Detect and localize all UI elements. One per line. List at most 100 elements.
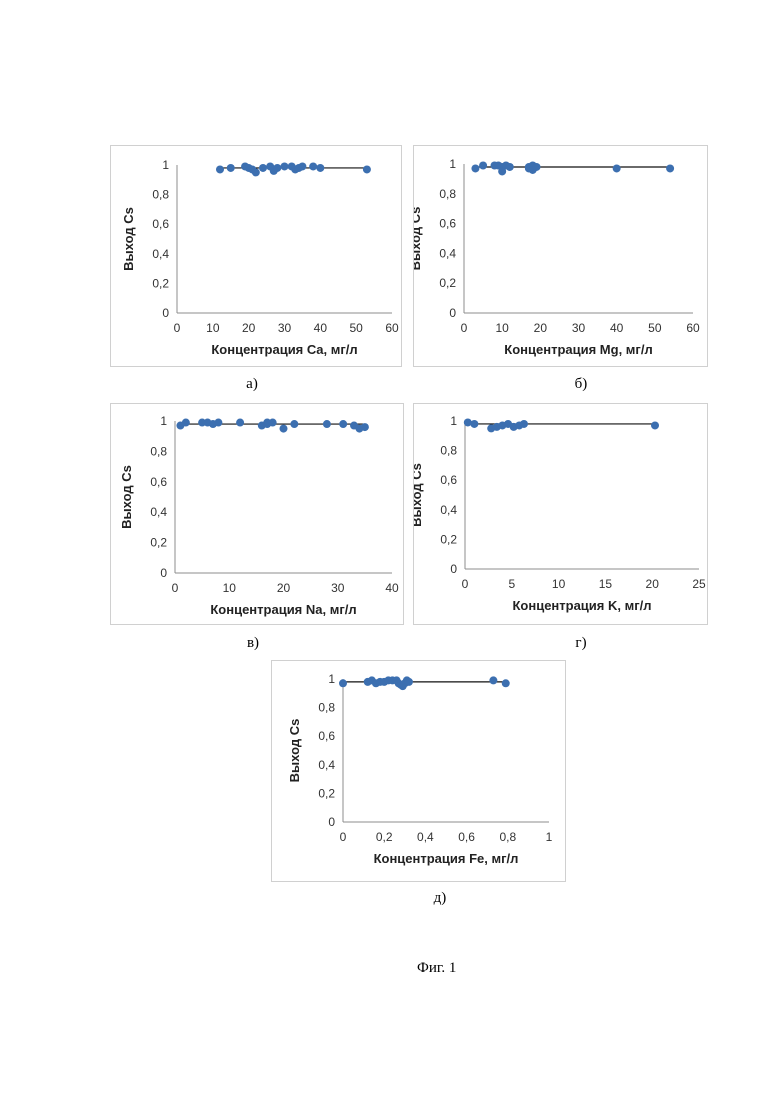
y-tick-label: 0,4: [318, 758, 335, 772]
data-point: [216, 165, 224, 173]
data-point: [259, 164, 267, 172]
x-tick-label: 30: [572, 321, 586, 335]
figure-caption: Фиг. 1: [417, 960, 456, 977]
y-tick-label: 0,2: [150, 536, 167, 550]
y-tick-label: 0,2: [439, 276, 456, 290]
y-tick-label: 0: [328, 815, 335, 829]
y-tick-label: 1: [162, 158, 169, 172]
chart-panel-k: 00,20,40,60,810510152025Концентрация K, …: [413, 403, 708, 625]
data-point: [323, 420, 331, 428]
x-tick-label: 60: [686, 321, 700, 335]
data-point: [290, 420, 298, 428]
y-axis-label: Выход Cs: [121, 207, 136, 271]
x-tick-label: 5: [508, 577, 515, 591]
y-tick-label: 0,6: [439, 217, 456, 231]
data-point: [666, 164, 674, 172]
y-tick-label: 0,8: [318, 701, 335, 715]
data-point: [281, 162, 289, 170]
y-tick-label: 0,6: [318, 729, 335, 743]
y-tick-label: 0,6: [152, 217, 169, 231]
data-point: [520, 420, 528, 428]
x-tick-label: 60: [385, 321, 399, 335]
x-tick-label: 0,2: [376, 830, 393, 844]
x-axis-label: Концентрация Mg, мг/л: [504, 342, 652, 357]
y-tick-label: 0,8: [439, 187, 456, 201]
data-point: [236, 419, 244, 427]
y-tick-label: 0,6: [150, 475, 167, 489]
data-point: [470, 420, 478, 428]
x-tick-label: 20: [242, 321, 256, 335]
x-tick-label: 40: [314, 321, 328, 335]
x-tick-label: 50: [648, 321, 662, 335]
y-tick-label: 0,2: [440, 532, 457, 546]
x-tick-label: 0: [461, 321, 468, 335]
x-tick-label: 30: [278, 321, 292, 335]
x-axis-label: Концентрация Na, мг/л: [210, 602, 356, 617]
x-tick-label: 0: [172, 581, 179, 595]
x-axis-label: Концентрация Ca, мг/л: [211, 342, 357, 357]
y-tick-label: 0,6: [440, 473, 457, 487]
sublabel-g: г): [561, 635, 601, 652]
data-point: [533, 163, 541, 171]
chart-panel-mg: 00,20,40,60,810102030405060Концентрация …: [413, 145, 708, 367]
x-tick-label: 40: [385, 581, 399, 595]
data-point: [214, 419, 222, 427]
y-tick-label: 0,2: [318, 786, 335, 800]
data-point: [273, 164, 281, 172]
data-point: [269, 419, 277, 427]
x-tick-label: 0,8: [499, 830, 516, 844]
sublabel-v: в): [233, 635, 273, 652]
data-point: [506, 163, 514, 171]
chart-panel-ca: 00,20,40,60,810102030405060Концентрация …: [110, 145, 402, 367]
x-tick-label: 50: [349, 321, 363, 335]
x-tick-label: 1: [546, 830, 553, 844]
y-tick-label: 0,8: [440, 444, 457, 458]
data-point: [339, 420, 347, 428]
sublabel-b: б): [561, 376, 601, 393]
x-tick-label: 10: [223, 581, 237, 595]
y-tick-label: 1: [160, 414, 167, 428]
y-tick-label: 0: [450, 562, 457, 576]
x-tick-label: 20: [277, 581, 291, 595]
sublabel-d: д): [420, 890, 460, 907]
data-point: [339, 679, 347, 687]
data-point: [502, 679, 510, 687]
y-axis-label: Выход Cs: [414, 207, 423, 271]
y-axis-label: Выход Cs: [414, 463, 424, 527]
y-tick-label: 0: [449, 306, 456, 320]
data-point: [405, 678, 413, 686]
data-point: [182, 419, 190, 427]
y-tick-label: 0,4: [152, 247, 169, 261]
y-axis-label: Выход Cs: [119, 465, 134, 529]
chart-mg: 00,20,40,60,810102030405060Концентрация …: [414, 146, 709, 368]
data-point: [613, 164, 621, 172]
y-tick-label: 1: [328, 672, 335, 686]
y-tick-label: 0,8: [150, 444, 167, 458]
data-point: [280, 425, 288, 433]
x-tick-label: 0: [462, 577, 469, 591]
y-tick-label: 0,8: [152, 188, 169, 202]
x-tick-label: 10: [495, 321, 509, 335]
data-point: [651, 421, 659, 429]
x-axis-label: Концентрация K, мг/л: [512, 598, 651, 613]
data-point: [252, 168, 260, 176]
x-tick-label: 0,4: [417, 830, 434, 844]
x-tick-label: 30: [331, 581, 345, 595]
y-tick-label: 0: [160, 566, 167, 580]
chart-na: 00,20,40,60,81010203040Концентрация Na, …: [111, 404, 405, 626]
x-tick-label: 40: [610, 321, 624, 335]
chart-panel-fe: 00,20,40,60,8100,20,40,60,81Концентрация…: [271, 660, 566, 882]
x-tick-label: 20: [646, 577, 660, 591]
y-tick-label: 1: [450, 414, 457, 428]
x-tick-label: 10: [552, 577, 566, 591]
data-point: [471, 164, 479, 172]
y-tick-label: 0: [162, 306, 169, 320]
y-tick-label: 0,4: [440, 503, 457, 517]
x-tick-label: 25: [692, 577, 706, 591]
data-point: [316, 164, 324, 172]
x-axis-label: Концентрация Fe, мг/л: [374, 851, 519, 866]
chart-k: 00,20,40,60,810510152025Концентрация K, …: [414, 404, 709, 626]
chart-ca: 00,20,40,60,810102030405060Концентрация …: [111, 146, 403, 368]
data-point: [309, 162, 317, 170]
x-tick-label: 20: [534, 321, 548, 335]
